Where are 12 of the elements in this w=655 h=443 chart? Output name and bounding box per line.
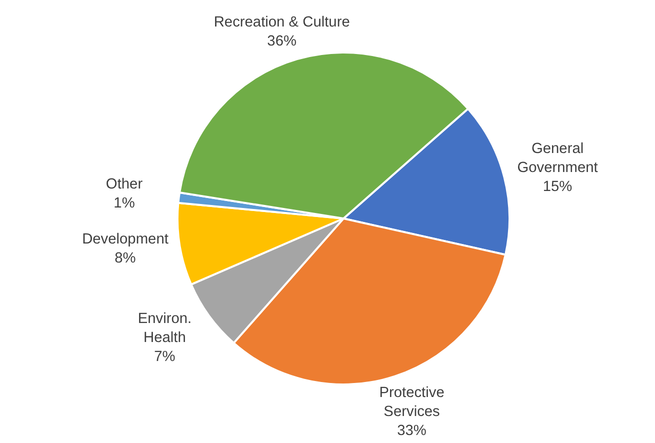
slice-label: General Government <box>517 140 598 176</box>
data-label: 8% <box>114 250 136 266</box>
data-label: 15% <box>542 178 572 195</box>
data-label: 33% <box>397 423 426 440</box>
data-label: 36% <box>267 34 297 50</box>
slice-label: Development <box>82 231 168 248</box>
slice-label: Protective Services <box>379 385 444 420</box>
slice-label: Recreation & Culture <box>214 14 350 31</box>
slice-label: Other <box>106 176 143 193</box>
data-label: 1% <box>114 196 135 212</box>
slice-label: Environ. Health <box>138 311 192 346</box>
data-label: 7% <box>154 349 176 366</box>
